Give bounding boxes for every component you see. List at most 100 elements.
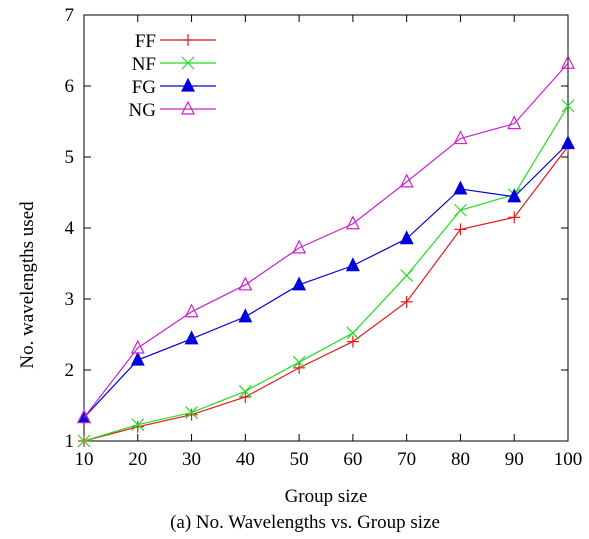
data-point-ff	[131, 420, 144, 433]
data-point-ng	[507, 115, 522, 130]
x-tick-label: 80	[451, 449, 470, 470]
data-point-ff	[239, 390, 252, 403]
plot-area: 10 20 30 40 50 60 70 80 90 100 1 2 3 4 5 6 7	[65, 5, 583, 470]
x-tick-label: 30	[182, 449, 201, 470]
data-point-ng	[130, 339, 145, 354]
data-point-nf-d2	[185, 406, 198, 420]
data-point-ng-tri	[507, 115, 522, 130]
x-tick-label: 50	[290, 449, 309, 470]
data-point-nf	[346, 326, 360, 340]
chart-caption: (a) No. Wavelengths vs. Group size	[170, 512, 440, 533]
data-point-nf	[292, 355, 306, 369]
data-point-nf-d2	[292, 355, 306, 369]
legend-marker-fg	[181, 77, 195, 92]
data-point-fg-tri	[399, 230, 414, 245]
data-point-nf-d2	[454, 203, 467, 217]
data-point-nf	[185, 406, 198, 420]
data-point-nf-d2	[400, 269, 414, 282]
legend-marker-fg-tri	[181, 77, 195, 92]
y-tick-label: 2	[65, 360, 75, 381]
y-tick-label: 6	[65, 76, 75, 97]
data-point-ng-tri	[453, 130, 468, 145]
data-point-ff	[185, 408, 198, 421]
y-tick-label: 7	[65, 5, 75, 26]
legend-label-fg: FG	[132, 77, 157, 98]
series-line-fg	[83, 143, 569, 418]
data-point-ng-tri	[184, 303, 199, 318]
data-point-ng	[399, 173, 414, 188]
x-tick-label: 10	[75, 449, 94, 470]
data-point-nf	[454, 203, 467, 217]
data-point-fg	[292, 276, 307, 291]
legend-marker-ng-tri	[181, 100, 195, 115]
data-point-fg	[130, 351, 145, 366]
data-point-ng	[238, 276, 253, 291]
data-point-nf-d2	[238, 384, 252, 398]
x-tick-label: 70	[397, 449, 416, 470]
series-line-ng	[83, 62, 569, 418]
legend-label-nf: NF	[132, 54, 156, 75]
data-point-fg	[345, 257, 360, 272]
data-point-fg-tri	[561, 135, 575, 150]
series-ng	[77, 54, 575, 424]
data-point-ng-tri	[292, 239, 307, 254]
data-point-ff	[346, 335, 359, 348]
data-point-ng	[345, 215, 360, 230]
data-point-ng	[184, 303, 199, 318]
y-axis-label: No. wavelengths used	[17, 201, 38, 369]
data-point-nf-d2	[77, 434, 91, 448]
data-point-fg-tri	[453, 180, 468, 195]
data-point-ng-tri	[238, 276, 253, 291]
x-tick-label: 100	[554, 449, 583, 470]
x-tick-label: 20	[128, 449, 147, 470]
data-point-nf-d2	[346, 326, 360, 340]
legend-marker-ng	[181, 100, 195, 115]
plot-frame	[83, 14, 569, 442]
data-point-ff	[400, 295, 413, 308]
data-point-ng	[453, 130, 468, 145]
legend-marker-nf	[181, 56, 195, 70]
y-tick-label: 3	[65, 289, 75, 310]
x-axis-label: Group size	[285, 486, 368, 507]
data-point-ff	[508, 211, 521, 224]
legend-marker-nf-d2	[181, 56, 195, 70]
data-point-ng	[77, 409, 91, 424]
y-tick-label: 4	[65, 218, 75, 239]
data-point-ng	[561, 54, 575, 69]
x-tick-label: 40	[236, 449, 255, 470]
y-tick-label: 5	[65, 147, 75, 168]
data-point-fg	[453, 180, 468, 195]
data-point-ng-tri	[561, 54, 575, 69]
series-nf	[77, 99, 575, 448]
legend-marker-ff	[182, 34, 194, 46]
data-point-ng-tri	[399, 173, 414, 188]
data-point-nf-d2	[561, 99, 575, 113]
legend-label-ng: NG	[129, 100, 157, 121]
data-point-ff	[454, 223, 467, 236]
data-point-fg	[238, 308, 253, 323]
series-fg	[77, 135, 575, 424]
data-point-nf	[131, 418, 145, 432]
data-point-fg	[561, 135, 575, 150]
data-point-fg	[507, 188, 522, 203]
x-tick-label: 90	[505, 449, 524, 470]
data-point-fg-tri	[238, 308, 253, 323]
data-point-fg	[184, 330, 199, 345]
data-point-ng-tri	[345, 215, 360, 230]
x-tick-label: 60	[343, 449, 362, 470]
data-point-nf	[400, 269, 414, 282]
legend-label-ff: FF	[135, 31, 156, 52]
data-point-fg-tri	[345, 257, 360, 272]
data-point-fg-tri	[184, 330, 199, 345]
y-tick-label: 1	[65, 431, 75, 452]
data-point-ff	[293, 361, 306, 374]
data-point-fg-tri	[292, 276, 307, 291]
series-ff	[78, 140, 574, 447]
data-point-ng-tri	[77, 409, 91, 424]
data-point-fg-tri	[130, 351, 145, 366]
data-point-fg-tri	[507, 188, 522, 203]
data-point-nf	[238, 384, 252, 398]
data-point-fg	[399, 230, 414, 245]
